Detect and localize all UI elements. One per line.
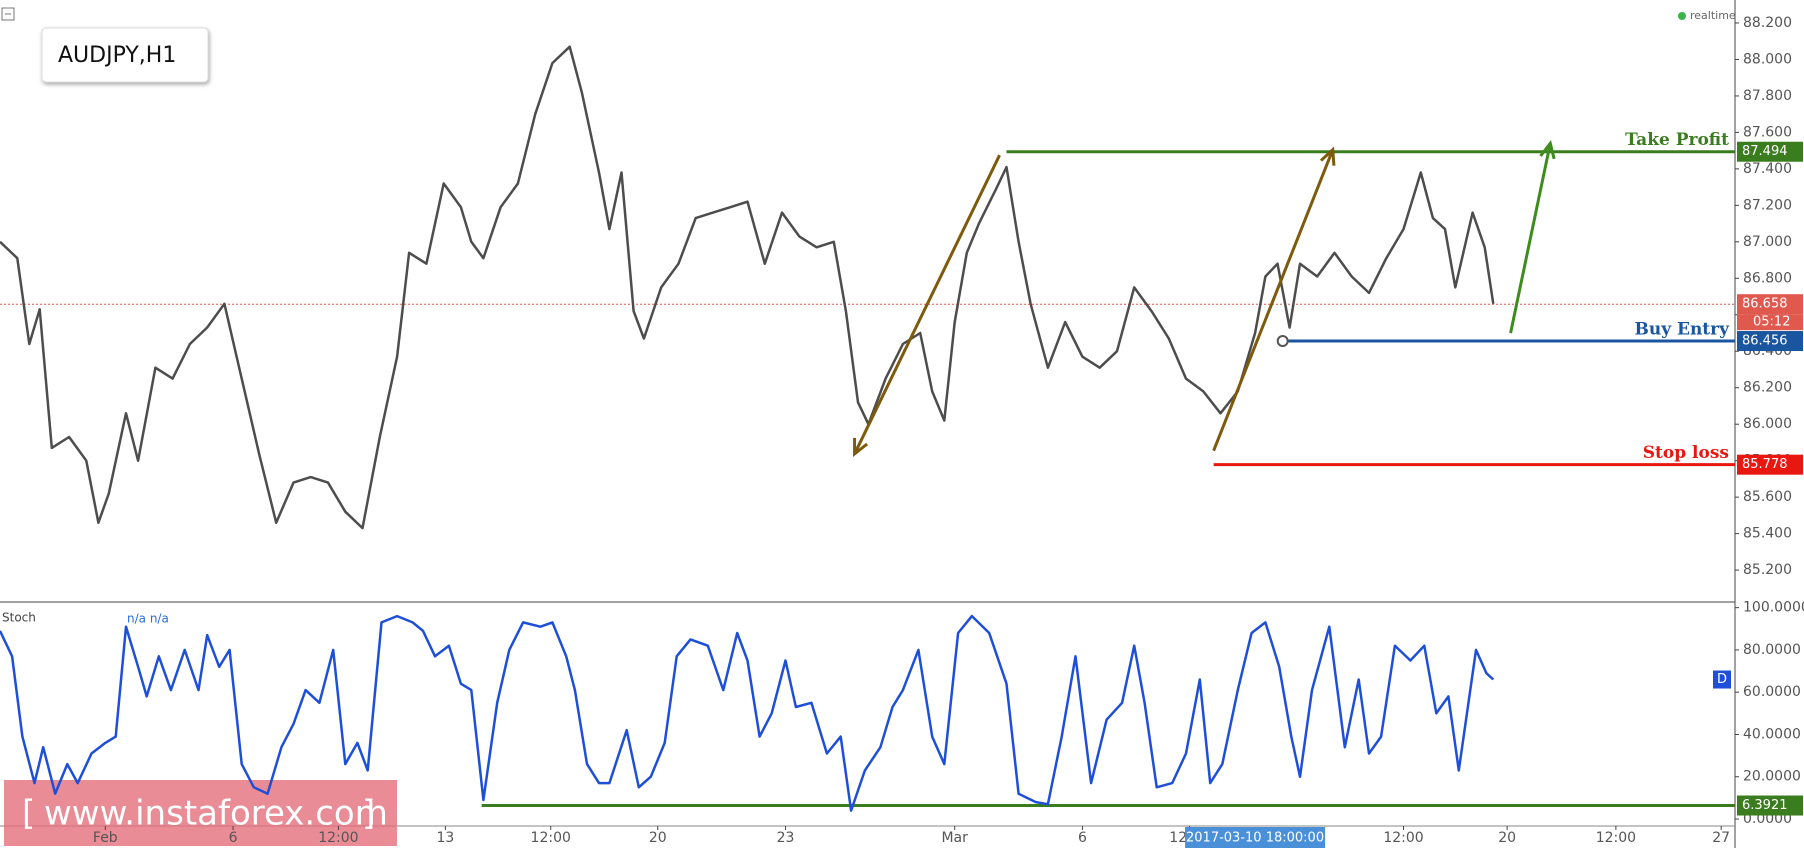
x-tick-label: 6 (229, 830, 238, 846)
indicator-badge-bg (1713, 670, 1731, 689)
x-tick-label: 27 (1712, 830, 1730, 846)
level-label: Stop loss (1643, 443, 1729, 463)
level-label: Take Profit (1625, 130, 1729, 150)
level-value-bg (1737, 141, 1803, 162)
annotation-arrow (1509, 139, 1556, 334)
y-tick-label: 87.000 (1743, 234, 1792, 250)
last-price-value: 86.658 (1742, 297, 1788, 312)
y-tick-label: 87.800 (1743, 88, 1792, 104)
x-tick-label: 12:00 (1383, 830, 1423, 846)
stoch-level-value: 6.3921 (1742, 798, 1788, 813)
level-value-bg (1737, 331, 1803, 352)
y-tick-label: 80.0000 (1743, 642, 1801, 658)
y-tick-label: 85.400 (1743, 526, 1792, 542)
watermark-box (4, 780, 397, 846)
indicator-badge: D (1717, 672, 1727, 687)
y-tick-label: 88.000 (1743, 51, 1792, 67)
level-value-bg (1737, 454, 1803, 475)
x-tick-label: Feb (93, 830, 118, 846)
countdown: 05:12 (1753, 315, 1790, 330)
y-tick-label: 20.0000 (1743, 769, 1801, 785)
last-price-value-bg (1737, 294, 1803, 315)
x-tick-label: Mar (941, 830, 968, 846)
series-line (0, 614, 1495, 812)
watermark-bracket: [ (22, 794, 35, 834)
x-tick-label: 12:00 (531, 830, 571, 846)
stoch-level-value-bg (1737, 795, 1803, 816)
level-value: 87.494 (1742, 144, 1788, 159)
realtime-label: realtime (1690, 9, 1736, 22)
indicator-status: n/a n/a (127, 612, 169, 626)
symbol-box (41, 27, 209, 83)
entry-marker (1276, 335, 1289, 348)
y-tick-label: 86.800 (1743, 270, 1792, 286)
indicator-title: Stoch (2, 611, 36, 625)
y-tick-label: 87.200 (1743, 197, 1792, 213)
watermark: www.instaforex.com (44, 794, 388, 834)
series-line (0, 45, 1495, 530)
y-tick-label: 85.600 (1743, 489, 1792, 505)
x-tick-label: 13 (436, 830, 454, 846)
realtime-dot (1678, 12, 1686, 20)
annotation-arrow (1212, 146, 1336, 452)
y-tick-label: 87.600 (1743, 124, 1792, 140)
y-tick-label: 86.200 (1743, 380, 1792, 396)
y-tick-label: 40.0000 (1743, 726, 1801, 742)
level-value: 85.778 (1742, 457, 1788, 472)
x-tick-label: 20 (1498, 830, 1516, 846)
x-tick-label: 12:00 (1596, 830, 1636, 846)
x-tick-label: 6 (1078, 830, 1087, 846)
y-tick-label: 86.000 (1743, 416, 1792, 432)
y-tick-label: 88.200 (1743, 15, 1792, 31)
level-label: Buy Entry (1634, 320, 1730, 340)
x-tick-label: 12:00 (318, 830, 358, 846)
watermark-bracket: ] (362, 794, 375, 834)
collapse-button[interactable] (1, 7, 15, 21)
y-tick-label: 60.0000 (1743, 684, 1801, 700)
y-tick-label: 85.200 (1743, 562, 1792, 578)
annotation-arrow (853, 154, 1001, 458)
y-tick-label: 87.400 (1743, 161, 1792, 177)
crosshair-label-bg (1185, 827, 1326, 848)
y-tick-label: 100.0000 (1743, 600, 1804, 616)
symbol-label: AUDJPY,H1 (58, 43, 176, 68)
crosshair-label: 2017-03-10 18:00:00 (1186, 831, 1324, 846)
countdown-bg (1737, 314, 1803, 331)
x-tick-label: 20 (649, 830, 667, 846)
level-value: 86.456 (1742, 334, 1788, 349)
x-tick-label: 23 (777, 830, 795, 846)
